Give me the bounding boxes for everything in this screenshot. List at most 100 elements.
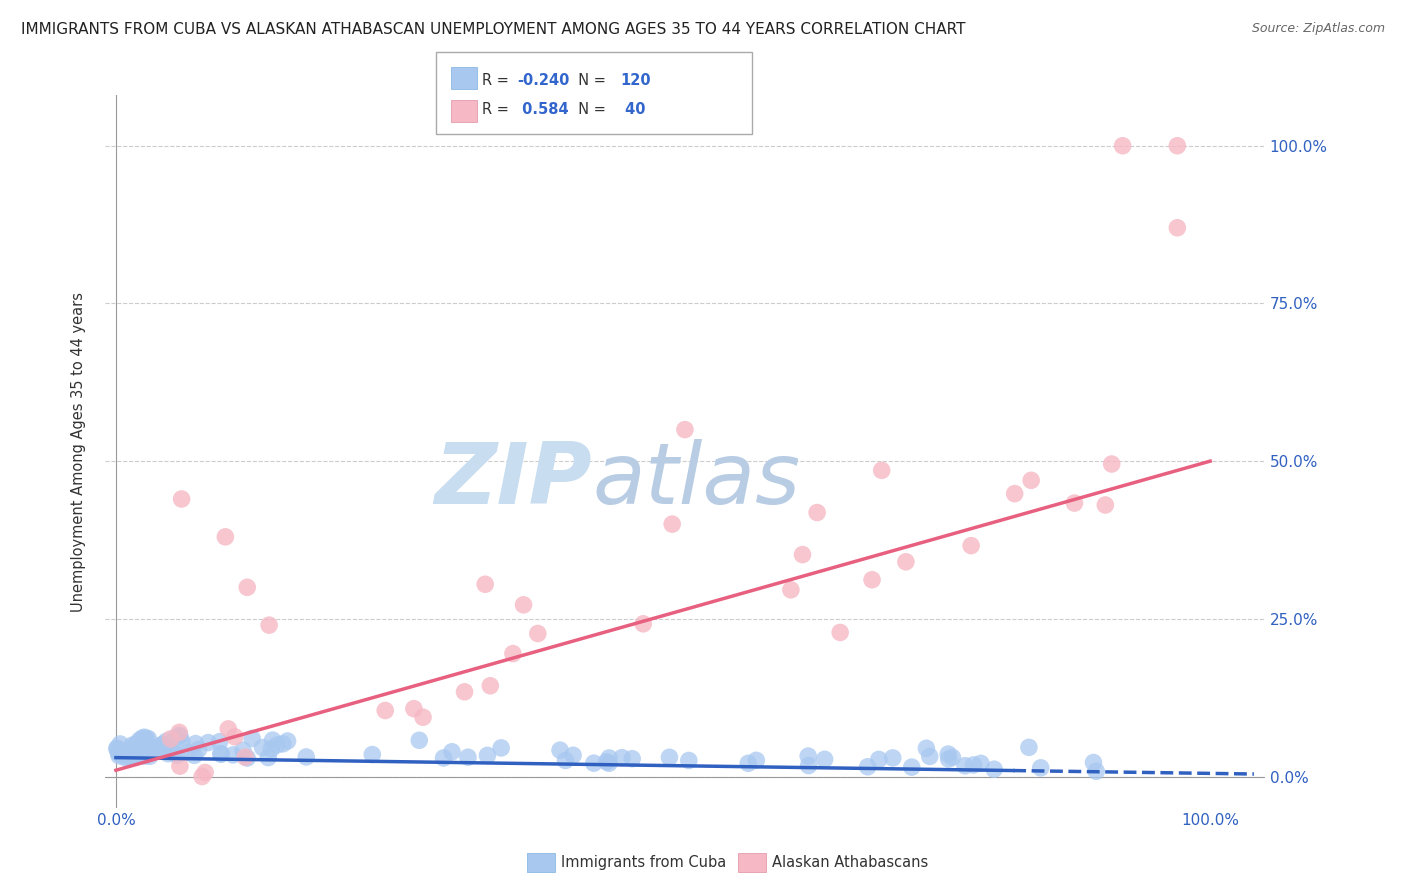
- Point: [117, 744, 139, 758]
- Point: [374, 704, 396, 718]
- Point: [598, 751, 620, 765]
- Point: [149, 739, 172, 753]
- Point: [882, 751, 904, 765]
- Text: Source: ZipAtlas.com: Source: ZipAtlas.com: [1251, 22, 1385, 36]
- Point: [856, 760, 879, 774]
- Point: [970, 756, 993, 771]
- Point: [134, 748, 156, 763]
- Text: atlas: atlas: [592, 439, 800, 522]
- Point: [120, 745, 142, 759]
- Point: [105, 742, 128, 756]
- Point: [936, 747, 959, 761]
- Point: [1018, 740, 1040, 755]
- Point: [232, 743, 254, 757]
- Point: [131, 731, 153, 746]
- Point: [159, 731, 181, 746]
- Point: [236, 580, 259, 594]
- Point: [960, 539, 983, 553]
- Point: [125, 750, 148, 764]
- Point: [582, 756, 605, 771]
- Point: [120, 750, 142, 764]
- Point: [868, 752, 890, 766]
- Point: [157, 747, 180, 761]
- Text: N =: N =: [569, 102, 612, 117]
- Text: 40: 40: [620, 102, 645, 117]
- Point: [631, 616, 654, 631]
- Point: [224, 730, 246, 744]
- Point: [780, 582, 803, 597]
- Point: [894, 555, 917, 569]
- Point: [138, 740, 160, 755]
- Point: [132, 748, 155, 763]
- Point: [222, 747, 245, 762]
- Point: [1111, 138, 1133, 153]
- Text: R =: R =: [482, 102, 513, 117]
- Point: [128, 733, 150, 747]
- Point: [187, 742, 209, 756]
- Point: [257, 750, 280, 764]
- Point: [135, 731, 157, 746]
- Point: [128, 747, 150, 762]
- Point: [1085, 764, 1108, 779]
- Point: [1166, 220, 1188, 235]
- Point: [1063, 496, 1085, 510]
- Point: [271, 737, 294, 751]
- Point: [139, 742, 162, 756]
- Point: [194, 765, 217, 780]
- Point: [136, 731, 159, 746]
- Point: [108, 748, 131, 763]
- Point: [402, 701, 425, 715]
- Point: [170, 491, 193, 506]
- Point: [125, 739, 148, 753]
- Point: [159, 740, 181, 755]
- Point: [737, 756, 759, 771]
- Point: [114, 750, 136, 764]
- Point: [160, 745, 183, 759]
- Point: [129, 748, 152, 763]
- Text: 0.584: 0.584: [517, 102, 569, 117]
- Point: [953, 758, 976, 772]
- Point: [661, 517, 683, 532]
- Text: Alaskan Athabascans: Alaskan Athabascans: [772, 855, 928, 870]
- Point: [554, 754, 576, 768]
- Text: N =: N =: [569, 73, 612, 87]
- Point: [172, 735, 194, 749]
- Point: [440, 745, 463, 759]
- Point: [121, 747, 143, 761]
- Point: [277, 734, 299, 748]
- Point: [479, 679, 502, 693]
- Point: [1029, 761, 1052, 775]
- Point: [153, 744, 176, 758]
- Point: [111, 747, 134, 761]
- Point: [167, 725, 190, 739]
- Point: [900, 760, 922, 774]
- Point: [138, 740, 160, 755]
- Text: ZIP: ZIP: [434, 439, 592, 522]
- Point: [792, 548, 814, 562]
- Point: [125, 737, 148, 751]
- Text: IMMIGRANTS FROM CUBA VS ALASKAN ATHABASCAN UNEMPLOYMENT AMONG AGES 35 TO 44 YEAR: IMMIGRANTS FROM CUBA VS ALASKAN ATHABASC…: [21, 22, 966, 37]
- Point: [108, 746, 131, 760]
- Point: [134, 738, 156, 752]
- Point: [408, 733, 430, 747]
- Point: [169, 759, 191, 773]
- Point: [266, 738, 288, 752]
- Point: [132, 747, 155, 761]
- Text: 120: 120: [620, 73, 651, 87]
- Point: [117, 750, 139, 764]
- Point: [233, 750, 256, 764]
- Point: [260, 742, 283, 756]
- Point: [115, 743, 138, 757]
- Point: [135, 747, 157, 762]
- Point: [915, 741, 938, 756]
- Point: [118, 747, 141, 762]
- Point: [183, 748, 205, 763]
- Point: [673, 423, 696, 437]
- Point: [453, 685, 475, 699]
- Point: [167, 728, 190, 742]
- Point: [152, 737, 174, 751]
- Point: [169, 730, 191, 744]
- Point: [860, 573, 883, 587]
- Point: [1094, 498, 1116, 512]
- Point: [165, 731, 187, 745]
